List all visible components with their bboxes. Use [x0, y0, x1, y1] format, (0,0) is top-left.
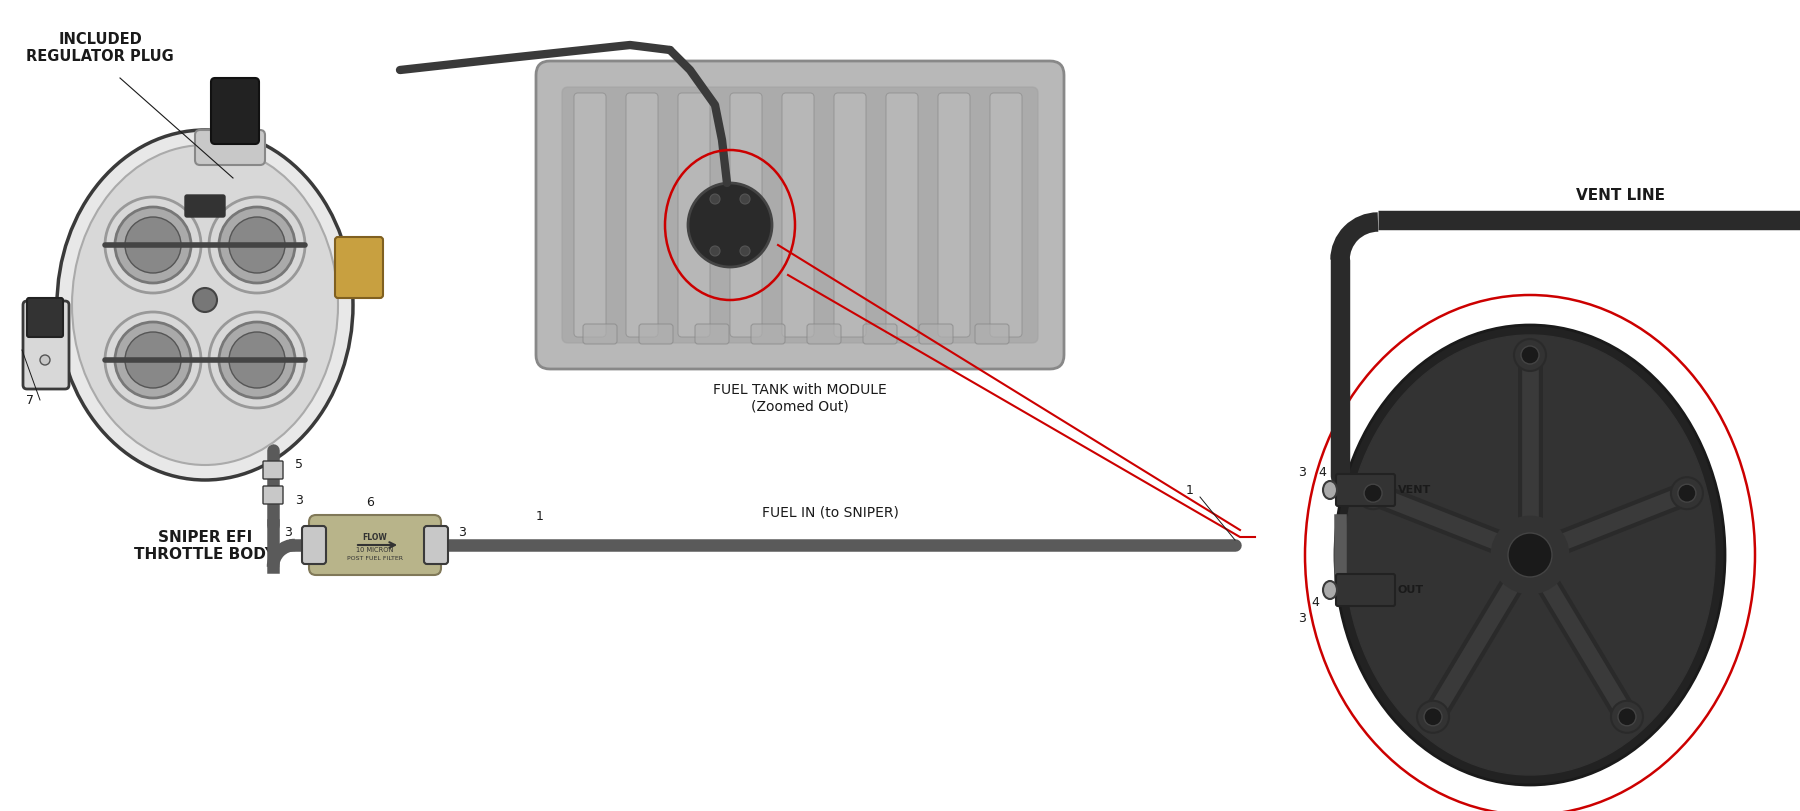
- Text: FUEL IN (to SNIPER): FUEL IN (to SNIPER): [761, 506, 898, 520]
- Text: 6: 6: [365, 496, 374, 509]
- Circle shape: [1514, 339, 1546, 371]
- Text: OUT: OUT: [1399, 585, 1424, 595]
- Circle shape: [1364, 484, 1382, 502]
- FancyBboxPatch shape: [679, 93, 709, 337]
- Circle shape: [220, 322, 295, 398]
- FancyBboxPatch shape: [938, 93, 970, 337]
- Circle shape: [1678, 484, 1696, 502]
- Circle shape: [1357, 477, 1390, 509]
- FancyBboxPatch shape: [886, 93, 918, 337]
- FancyBboxPatch shape: [1336, 574, 1395, 606]
- FancyBboxPatch shape: [781, 93, 814, 337]
- Circle shape: [209, 312, 304, 408]
- Text: 7: 7: [25, 393, 34, 406]
- Circle shape: [229, 217, 284, 273]
- Text: 1: 1: [1186, 483, 1193, 496]
- Text: SNIPER EFI
THROTTLE BODY: SNIPER EFI THROTTLE BODY: [133, 530, 275, 562]
- Circle shape: [115, 207, 191, 283]
- Text: 10 MICRON: 10 MICRON: [356, 547, 394, 553]
- Circle shape: [115, 322, 191, 398]
- FancyBboxPatch shape: [1336, 474, 1395, 506]
- Ellipse shape: [1345, 335, 1715, 775]
- FancyBboxPatch shape: [976, 324, 1010, 344]
- Circle shape: [220, 207, 295, 283]
- FancyBboxPatch shape: [990, 93, 1022, 337]
- FancyBboxPatch shape: [731, 93, 761, 337]
- FancyBboxPatch shape: [806, 324, 841, 344]
- Ellipse shape: [1323, 581, 1337, 599]
- FancyBboxPatch shape: [27, 298, 63, 337]
- FancyBboxPatch shape: [310, 515, 441, 575]
- Circle shape: [104, 197, 202, 293]
- Ellipse shape: [58, 130, 353, 480]
- Text: 3: 3: [284, 526, 292, 539]
- Circle shape: [688, 183, 772, 267]
- FancyBboxPatch shape: [185, 195, 225, 217]
- Circle shape: [104, 312, 202, 408]
- FancyBboxPatch shape: [263, 461, 283, 479]
- Text: 5: 5: [295, 458, 302, 471]
- Circle shape: [124, 332, 182, 388]
- Circle shape: [1424, 708, 1442, 726]
- FancyBboxPatch shape: [211, 78, 259, 144]
- Text: 4: 4: [1310, 595, 1319, 608]
- Text: VENT LINE: VENT LINE: [1575, 187, 1665, 203]
- Text: POST FUEL FILTER: POST FUEL FILTER: [347, 556, 403, 561]
- Text: 4: 4: [1318, 466, 1327, 478]
- FancyBboxPatch shape: [751, 324, 785, 344]
- Circle shape: [709, 246, 720, 256]
- Circle shape: [1508, 533, 1552, 577]
- FancyBboxPatch shape: [574, 93, 607, 337]
- FancyBboxPatch shape: [335, 237, 383, 298]
- Circle shape: [1618, 708, 1636, 726]
- FancyBboxPatch shape: [833, 93, 866, 337]
- Circle shape: [740, 246, 751, 256]
- FancyBboxPatch shape: [536, 61, 1064, 369]
- Circle shape: [1611, 701, 1643, 733]
- Circle shape: [124, 217, 182, 273]
- Text: 1: 1: [536, 510, 544, 523]
- Text: 3: 3: [1298, 611, 1307, 624]
- FancyBboxPatch shape: [695, 324, 729, 344]
- Ellipse shape: [1336, 325, 1724, 785]
- Circle shape: [1492, 517, 1568, 593]
- FancyBboxPatch shape: [626, 93, 659, 337]
- FancyBboxPatch shape: [920, 324, 952, 344]
- FancyBboxPatch shape: [583, 324, 617, 344]
- Circle shape: [40, 355, 50, 365]
- Text: 3: 3: [1298, 466, 1307, 478]
- FancyBboxPatch shape: [562, 87, 1039, 343]
- Text: 3: 3: [295, 494, 302, 507]
- Text: 3: 3: [457, 526, 466, 539]
- Ellipse shape: [72, 145, 338, 465]
- Text: VENT: VENT: [1399, 485, 1431, 495]
- Circle shape: [229, 332, 284, 388]
- Text: FUEL TANK with MODULE
(Zoomed Out): FUEL TANK with MODULE (Zoomed Out): [713, 383, 887, 413]
- FancyBboxPatch shape: [302, 526, 326, 564]
- Circle shape: [1670, 477, 1703, 509]
- Circle shape: [209, 197, 304, 293]
- Circle shape: [1521, 346, 1539, 364]
- FancyBboxPatch shape: [263, 486, 283, 504]
- FancyBboxPatch shape: [425, 526, 448, 564]
- FancyBboxPatch shape: [639, 324, 673, 344]
- Text: FLOW: FLOW: [362, 533, 387, 542]
- Circle shape: [709, 194, 720, 204]
- FancyBboxPatch shape: [23, 301, 68, 389]
- FancyBboxPatch shape: [194, 130, 265, 165]
- Circle shape: [740, 194, 751, 204]
- Circle shape: [1417, 701, 1449, 733]
- Circle shape: [193, 288, 218, 312]
- FancyBboxPatch shape: [862, 324, 896, 344]
- Ellipse shape: [1323, 481, 1337, 499]
- Text: INCLUDED
REGULATOR PLUG: INCLUDED REGULATOR PLUG: [27, 32, 175, 64]
